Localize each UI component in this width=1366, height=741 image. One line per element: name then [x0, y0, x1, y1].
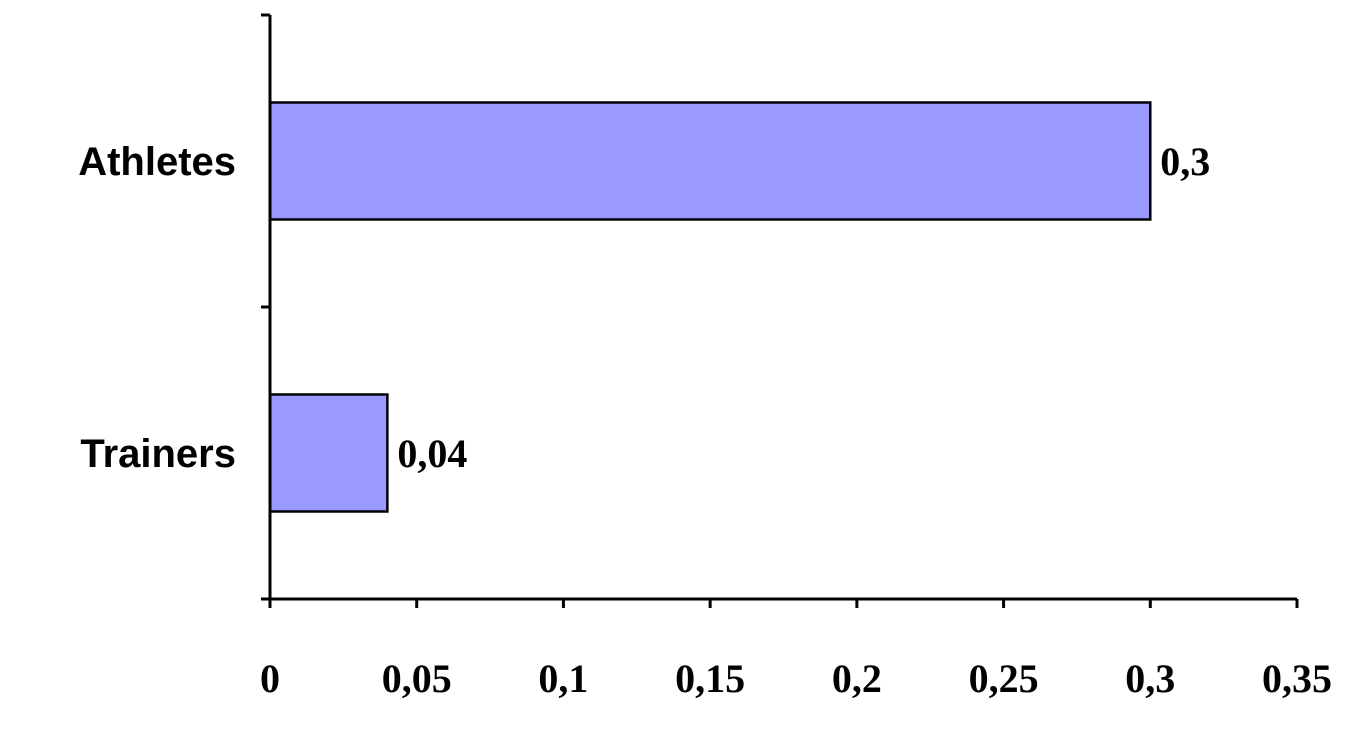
x-tick-label: 0,2	[832, 656, 882, 701]
x-tick-label: 0,05	[382, 656, 452, 701]
data-label: 0,04	[397, 431, 467, 476]
x-tick-label: 0,15	[675, 656, 745, 701]
x-tick-label: 0,1	[538, 656, 588, 701]
x-tick-label: 0,3	[1125, 656, 1175, 701]
x-tick-label: 0,35	[1262, 656, 1332, 701]
x-tick-label: 0	[260, 656, 280, 701]
category-label: Trainers	[80, 432, 236, 476]
category-label: Athletes	[78, 140, 236, 184]
x-tick-label: 0,25	[969, 656, 1039, 701]
bar-trainers	[268, 393, 389, 513]
data-label: 0,3	[1160, 139, 1210, 184]
bar-athletes	[268, 101, 1152, 221]
